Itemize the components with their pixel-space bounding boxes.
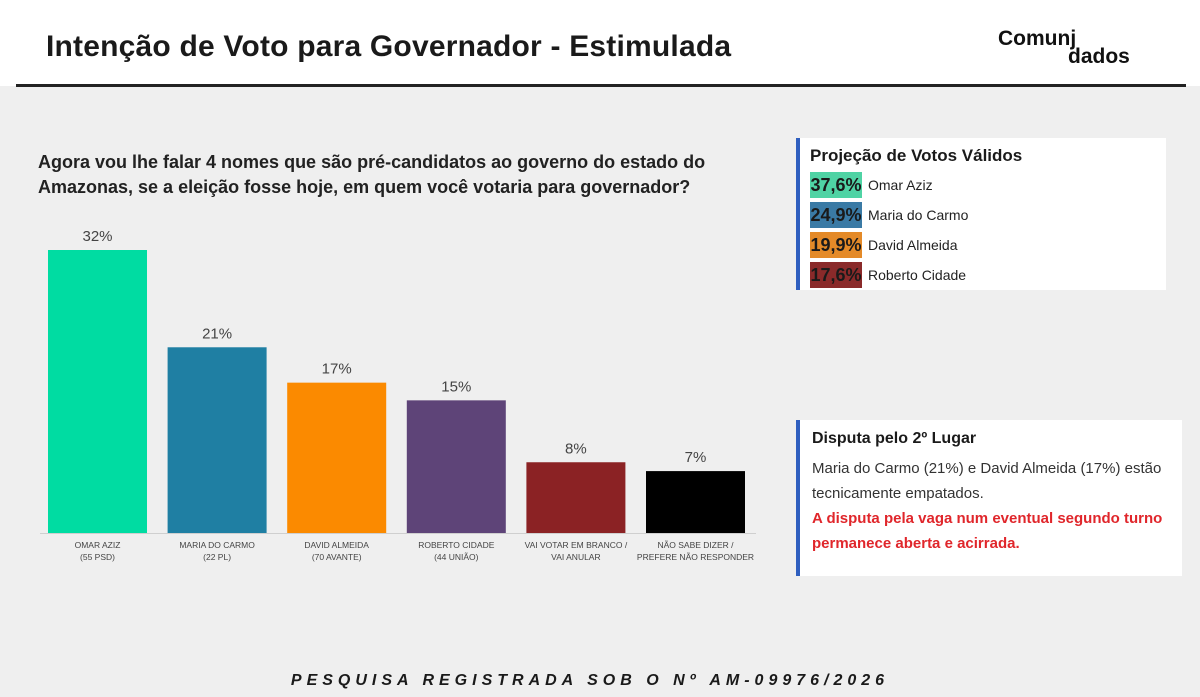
category-label-5-line-1: VAI VOTAR EM BRANCO / xyxy=(525,540,628,550)
logo-text-line2: dados xyxy=(1068,45,1130,68)
bar-value-label-2: 21% xyxy=(202,325,232,342)
survey-question: Agora vou lhe falar 4 nomes que são pré-… xyxy=(38,152,706,197)
category-label-6-line-2: PREFERE NÃO RESPONDER xyxy=(637,552,754,562)
category-label-1-line-2: (55 PSD) xyxy=(80,552,115,562)
category-label-2-line-2: (22 PL) xyxy=(203,552,231,562)
category-label-4-line-1: ROBERTO CIDADE xyxy=(418,540,495,550)
category-label-2-line-1: MARIA DO CARMO xyxy=(179,540,255,550)
category-label-1-line-1: OMAR AZIZ xyxy=(75,540,121,550)
category-label-5-line-2: VAI ANULAR xyxy=(551,552,600,562)
bar-value-label-5: 8% xyxy=(565,440,587,457)
projection-candidate-name: Omar Aziz xyxy=(868,177,933,193)
bar-2 xyxy=(167,347,267,533)
bar-chart: 32% OMAR AZIZ (55 PSD) 21% MARIA DO CARMO (22… xyxy=(40,228,756,562)
category-label-6-line-1: NÃO SABE DIZER / xyxy=(657,540,734,550)
projection-percentage: 37,6% xyxy=(810,172,862,198)
bar-value-label-1: 32% xyxy=(82,228,112,245)
dispute-body: Maria do Carmo (21%) e David Almeida (17… xyxy=(812,460,1162,502)
projection-title: Projeção de Votos Válidos xyxy=(810,146,1023,165)
brand-logo: Comunj dados xyxy=(998,26,1138,70)
bar-5 xyxy=(526,462,626,533)
valid-votes-projection-panel: Projeção de Votos Válidos 37,6% Omar Aziz… xyxy=(796,138,1166,290)
bar-3 xyxy=(287,382,387,533)
logo-text-line1: Comunj xyxy=(998,27,1077,50)
header: Intenção de Voto para Governador - Estim… xyxy=(0,0,1200,87)
projection-candidate-name: Roberto Cidade xyxy=(868,267,967,283)
category-label-3-line-1: DAVID ALMEIDA xyxy=(304,540,369,550)
dispute-alert: A disputa pela vaga num eventual segundo… xyxy=(812,510,1163,552)
projection-candidate-name: Maria do Carmo xyxy=(868,207,969,223)
projection-percentage: 17,6% xyxy=(810,262,862,288)
category-label-3-line-2: (70 AVANTE) xyxy=(312,552,362,562)
projection-candidate-name: David Almeida xyxy=(868,237,958,253)
projection-percentage: 19,9% xyxy=(810,232,862,258)
bar-value-label-3: 17% xyxy=(322,361,352,378)
projection-percentage: 24,9% xyxy=(810,202,862,228)
bar-value-label-4: 15% xyxy=(441,378,471,395)
bar-value-label-6: 7% xyxy=(685,449,707,466)
second-place-dispute-panel: Disputa pelo 2º Lugar Maria do Carmo (21… xyxy=(796,420,1182,576)
registration-footer: PESQUISA REGISTRADA SOB O Nº AM-09976/20… xyxy=(290,672,890,689)
category-label-4-line-2: (44 UNIÃO) xyxy=(434,552,479,562)
bar-6 xyxy=(646,471,745,533)
bar-1 xyxy=(48,250,147,533)
dispute-title: Disputa pelo 2º Lugar xyxy=(812,430,977,447)
page-title: Intenção de Voto para Governador - Estim… xyxy=(46,30,732,63)
bar-4 xyxy=(406,400,506,533)
header-divider xyxy=(16,84,1186,87)
